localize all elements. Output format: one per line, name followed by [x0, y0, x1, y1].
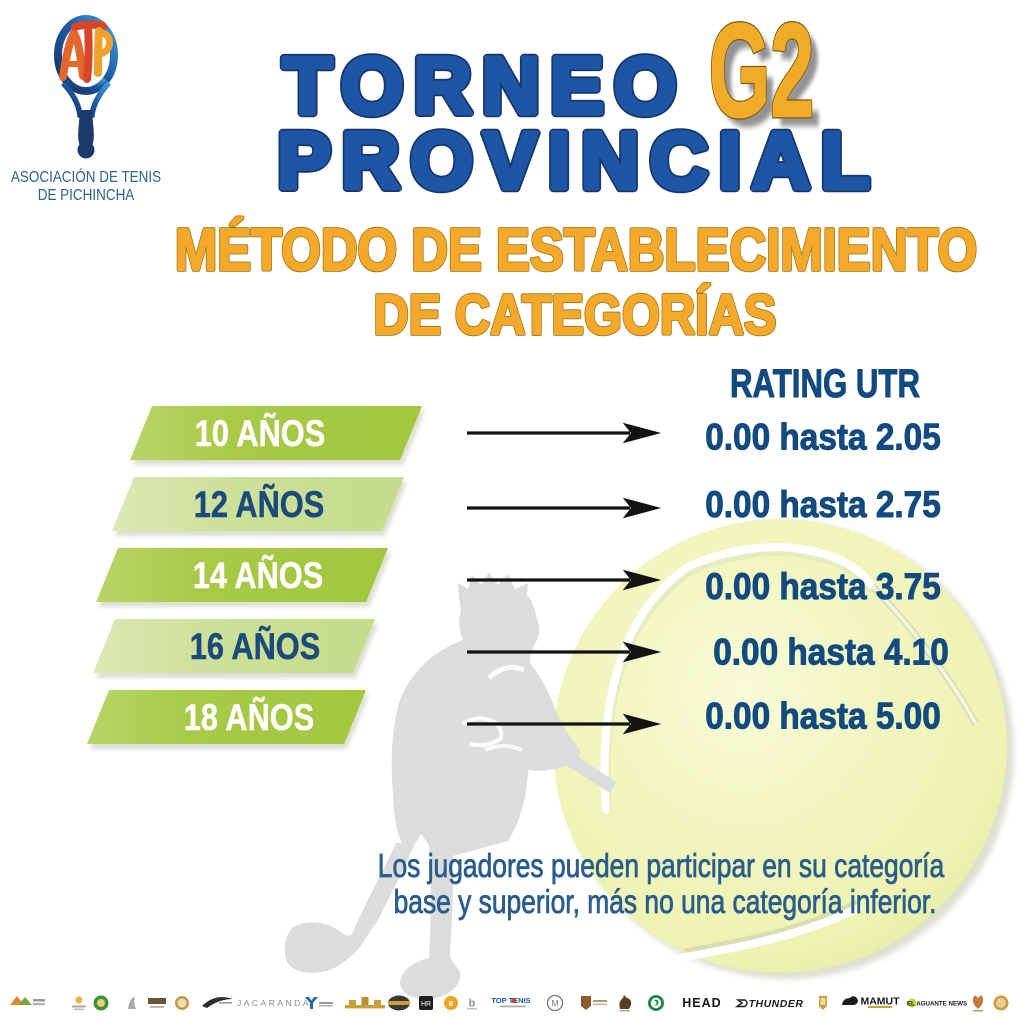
svg-text:0.00 hasta 2.05: 0.00 hasta 2.05 [705, 416, 941, 458]
svg-text:THUNDER: THUNDER [749, 998, 804, 1010]
svg-text:DE PICHINCHA: DE PICHINCHA [38, 187, 135, 204]
svg-text:DE CATEGORÍAS: DE CATEGORÍAS [374, 282, 777, 346]
svg-text:M: M [551, 998, 558, 1008]
svg-text:DE CATEGORÍAS: DE CATEGORÍAS [374, 282, 777, 346]
svg-text:ASOCIACIÓN DE TENIS: ASOCIACIÓN DE TENIS [11, 168, 162, 186]
svg-text:MÉTODO DE ESTABLECIMIENTO: MÉTODO DE ESTABLECIMIENTO [175, 216, 977, 282]
svg-text:RATING UTR: RATING UTR [730, 361, 920, 406]
svg-text:b: b [469, 998, 476, 1010]
svg-text:12 AÑOS: 12 AÑOS [194, 483, 324, 526]
svg-text:base y superior, más no una ca: base y superior, más no una categoría in… [394, 884, 937, 920]
svg-text:JACARANDÁ: JACARANDÁ [237, 998, 311, 1008]
svg-text:Los jugadores pueden participa: Los jugadores pueden participar en su ca… [378, 848, 945, 884]
svg-text:PROVINCIAL: PROVINCIAL [277, 116, 880, 205]
svg-text:G2: G2 [716, 5, 821, 155]
svg-text:EL AGUANTE NEWS: EL AGUANTE NEWS [907, 1001, 967, 1008]
svg-text:TOP TENIS: TOP TENIS [491, 996, 530, 1005]
svg-text:PROVINCIAL: PROVINCIAL [277, 116, 880, 205]
svg-text:18 AÑOS: 18 AÑOS [184, 696, 314, 739]
svg-text:G2: G2 [709, 0, 814, 146]
svg-text:TORNEO: TORNEO [283, 41, 687, 130]
svg-text:TORNEO: TORNEO [283, 41, 687, 130]
svg-text:MAMUT: MAMUT [860, 996, 900, 1008]
svg-text:e: e [448, 998, 453, 1008]
svg-text:0.00 hasta 3.75: 0.00 hasta 3.75 [705, 565, 941, 607]
svg-text:0.00 hasta 4.10: 0.00 hasta 4.10 [713, 631, 949, 673]
svg-text:HR: HR [421, 1001, 431, 1008]
svg-text:HEAD: HEAD [682, 996, 721, 1010]
svg-text:16 AÑOS: 16 AÑOS [190, 625, 320, 668]
svg-text:G2: G2 [709, 0, 814, 146]
svg-text:0.00 hasta 2.75: 0.00 hasta 2.75 [705, 483, 941, 525]
svg-text:MÉTODO DE ESTABLECIMIENTO: MÉTODO DE ESTABLECIMIENTO [175, 216, 977, 282]
svg-text:0.00 hasta 5.00: 0.00 hasta 5.00 [705, 695, 941, 737]
svg-text:10 AÑOS: 10 AÑOS [195, 412, 325, 455]
svg-text:14 AÑOS: 14 AÑOS [193, 554, 323, 597]
